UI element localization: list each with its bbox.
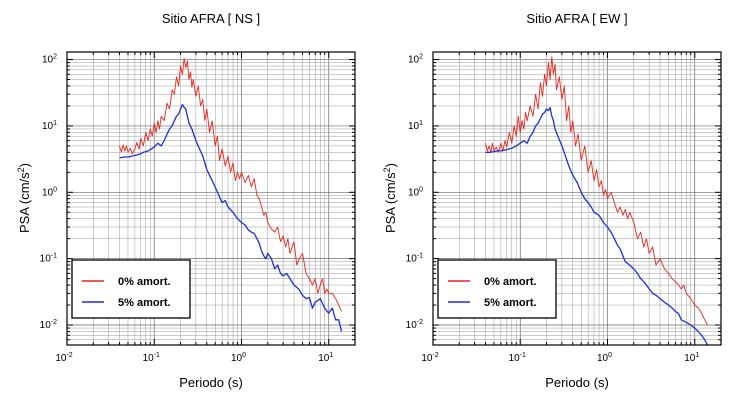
x-tick-label: 100 [597,352,612,364]
x-tick-label: 10-1 [509,352,526,364]
y-axis-label: PSA (cm/s2) [382,163,398,233]
chart-title: Sitio AFRA [ EW ] [526,11,627,26]
series-line-1 [485,106,709,346]
legend-box [437,259,557,319]
y-tick-label: 102 [42,54,57,66]
series-line-1 [119,103,343,332]
x-tick-label: 100 [231,352,246,364]
series-layer [119,57,343,332]
y-tick-label: 101 [42,120,57,132]
y-tick-label: 101 [408,120,423,132]
series-line-0 [119,57,342,312]
legend-label-0: 0% amort. [484,276,537,288]
x-tick-label: 10-1 [143,352,160,364]
x-axis-label: Periodo (s) [545,375,609,390]
chart-panel-ns: Sitio AFRA [ NS ] 0% amort. 5% amort. 10… [16,11,356,390]
legend: 0% amort. 5% amort. [437,259,557,319]
y-tick-label: 10-2 [40,319,57,331]
chart-title: Sitio AFRA [ NS ] [162,11,260,26]
ticks: 10-2 10-1 100 101 10-2 10-1 100 101 102 [40,52,356,364]
grid [432,52,722,346]
y-tick-label: 10-1 [40,253,57,265]
y-tick-label: 102 [408,54,423,66]
y-tick-label: 100 [42,186,57,198]
ticks: 10-2 10-1 100 101 10-2 10-1 100 101 102 [406,52,722,364]
legend-label-1: 5% amort. [118,297,171,309]
y-tick-label: 10-1 [406,253,423,265]
x-tick-label: 101 [684,352,699,364]
series-layer [485,56,709,346]
x-tick-label: 10-2 [55,352,72,364]
legend-label-1: 5% amort. [484,297,537,309]
x-tick-label: 10-2 [421,352,438,364]
y-axis-label: PSA (cm/s2) [16,163,32,233]
y-tick-label: 10-2 [406,319,423,331]
series-line-0 [485,56,708,326]
legend-box [71,259,191,319]
chart-panel-ew: Sitio AFRA [ EW ] 0% amort. 5% amort. 10… [382,11,722,390]
legend: 0% amort. 5% amort. [71,259,191,319]
x-tick-label: 101 [318,352,333,364]
y-tick-label: 100 [408,186,423,198]
x-axis-label: Periodo (s) [179,375,243,390]
legend-label-0: 0% amort. [118,276,171,288]
